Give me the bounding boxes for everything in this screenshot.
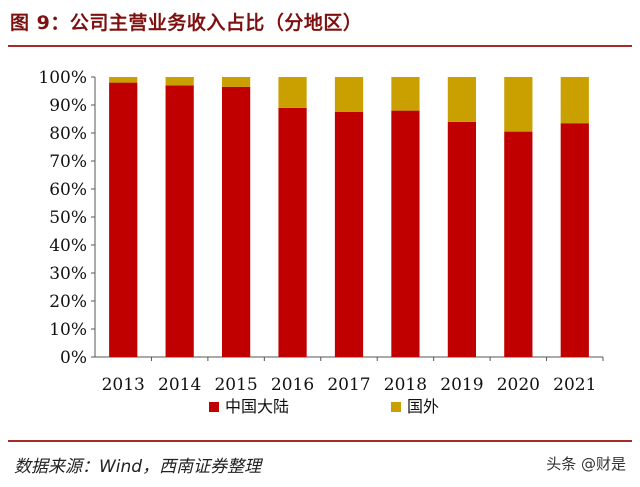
bar-overseas	[165, 77, 194, 86]
bar-overseas	[334, 77, 364, 112]
bar-domestic	[278, 107, 307, 357]
title-divider	[8, 45, 632, 47]
y-tick-label: 100%	[38, 68, 87, 88]
x-tick-label: 2021	[553, 375, 596, 395]
y-tick-label: 0%	[60, 348, 87, 368]
chart-bars	[109, 77, 589, 358]
legend-swatch	[209, 402, 219, 412]
bar-domestic	[334, 112, 364, 357]
x-tick-label: 2017	[327, 375, 370, 395]
bar-overseas	[278, 77, 307, 108]
y-tick-label: 60%	[49, 180, 87, 200]
bar-domestic	[222, 86, 251, 358]
bar-overseas	[222, 77, 251, 87]
x-tick-label: 2020	[497, 375, 540, 395]
x-tick-label: 2013	[102, 375, 145, 395]
x-tick-label: 2014	[158, 375, 201, 395]
chart-legend: 中国大陆 国外	[209, 397, 439, 416]
bar-overseas	[560, 77, 589, 124]
y-tick-label: 10%	[49, 320, 87, 340]
watermark: 头条 @财是	[546, 455, 626, 473]
bar-domestic	[560, 123, 589, 357]
chart-tick-labels: 0% 10% 20% 30% 40% 50% 60% 70% 80% 90% 100% 2013 201…	[38, 68, 596, 395]
legend-label: 国外	[407, 397, 439, 416]
legend-label: 中国大陆	[225, 397, 289, 416]
chart-title: 图 9：公司主营业务收入占比（分地区）	[10, 12, 363, 34]
x-tick-label: 2018	[384, 375, 427, 395]
bar-domestic	[447, 121, 476, 357]
bar-domestic	[504, 131, 533, 357]
bar-overseas	[109, 77, 138, 83]
bar-overseas	[391, 77, 420, 111]
y-tick-label: 20%	[49, 292, 87, 312]
x-tick-label: 2016	[271, 375, 314, 395]
footer-divider	[8, 440, 632, 442]
y-tick-label: 30%	[49, 264, 87, 284]
bar-domestic	[391, 110, 420, 357]
y-tick-label: 40%	[49, 236, 87, 256]
bar-overseas	[504, 77, 533, 132]
bar-domestic	[109, 82, 138, 357]
y-tick-label: 80%	[49, 124, 87, 144]
y-tick-label: 90%	[49, 96, 87, 116]
y-tick-label: 70%	[49, 152, 87, 172]
bar-overseas	[447, 77, 476, 122]
x-tick-label: 2015	[214, 375, 257, 395]
legend-swatch	[391, 402, 401, 412]
bar-domestic	[165, 85, 194, 358]
stacked-bar-chart: 0% 10% 20% 30% 40% 50% 60% 70% 80% 90% 100% 2013 201…	[38, 68, 604, 416]
y-tick-label: 50%	[49, 208, 87, 228]
x-tick-label: 2019	[440, 375, 483, 395]
source-note: 数据来源：Wind，西南证券整理	[14, 457, 262, 477]
